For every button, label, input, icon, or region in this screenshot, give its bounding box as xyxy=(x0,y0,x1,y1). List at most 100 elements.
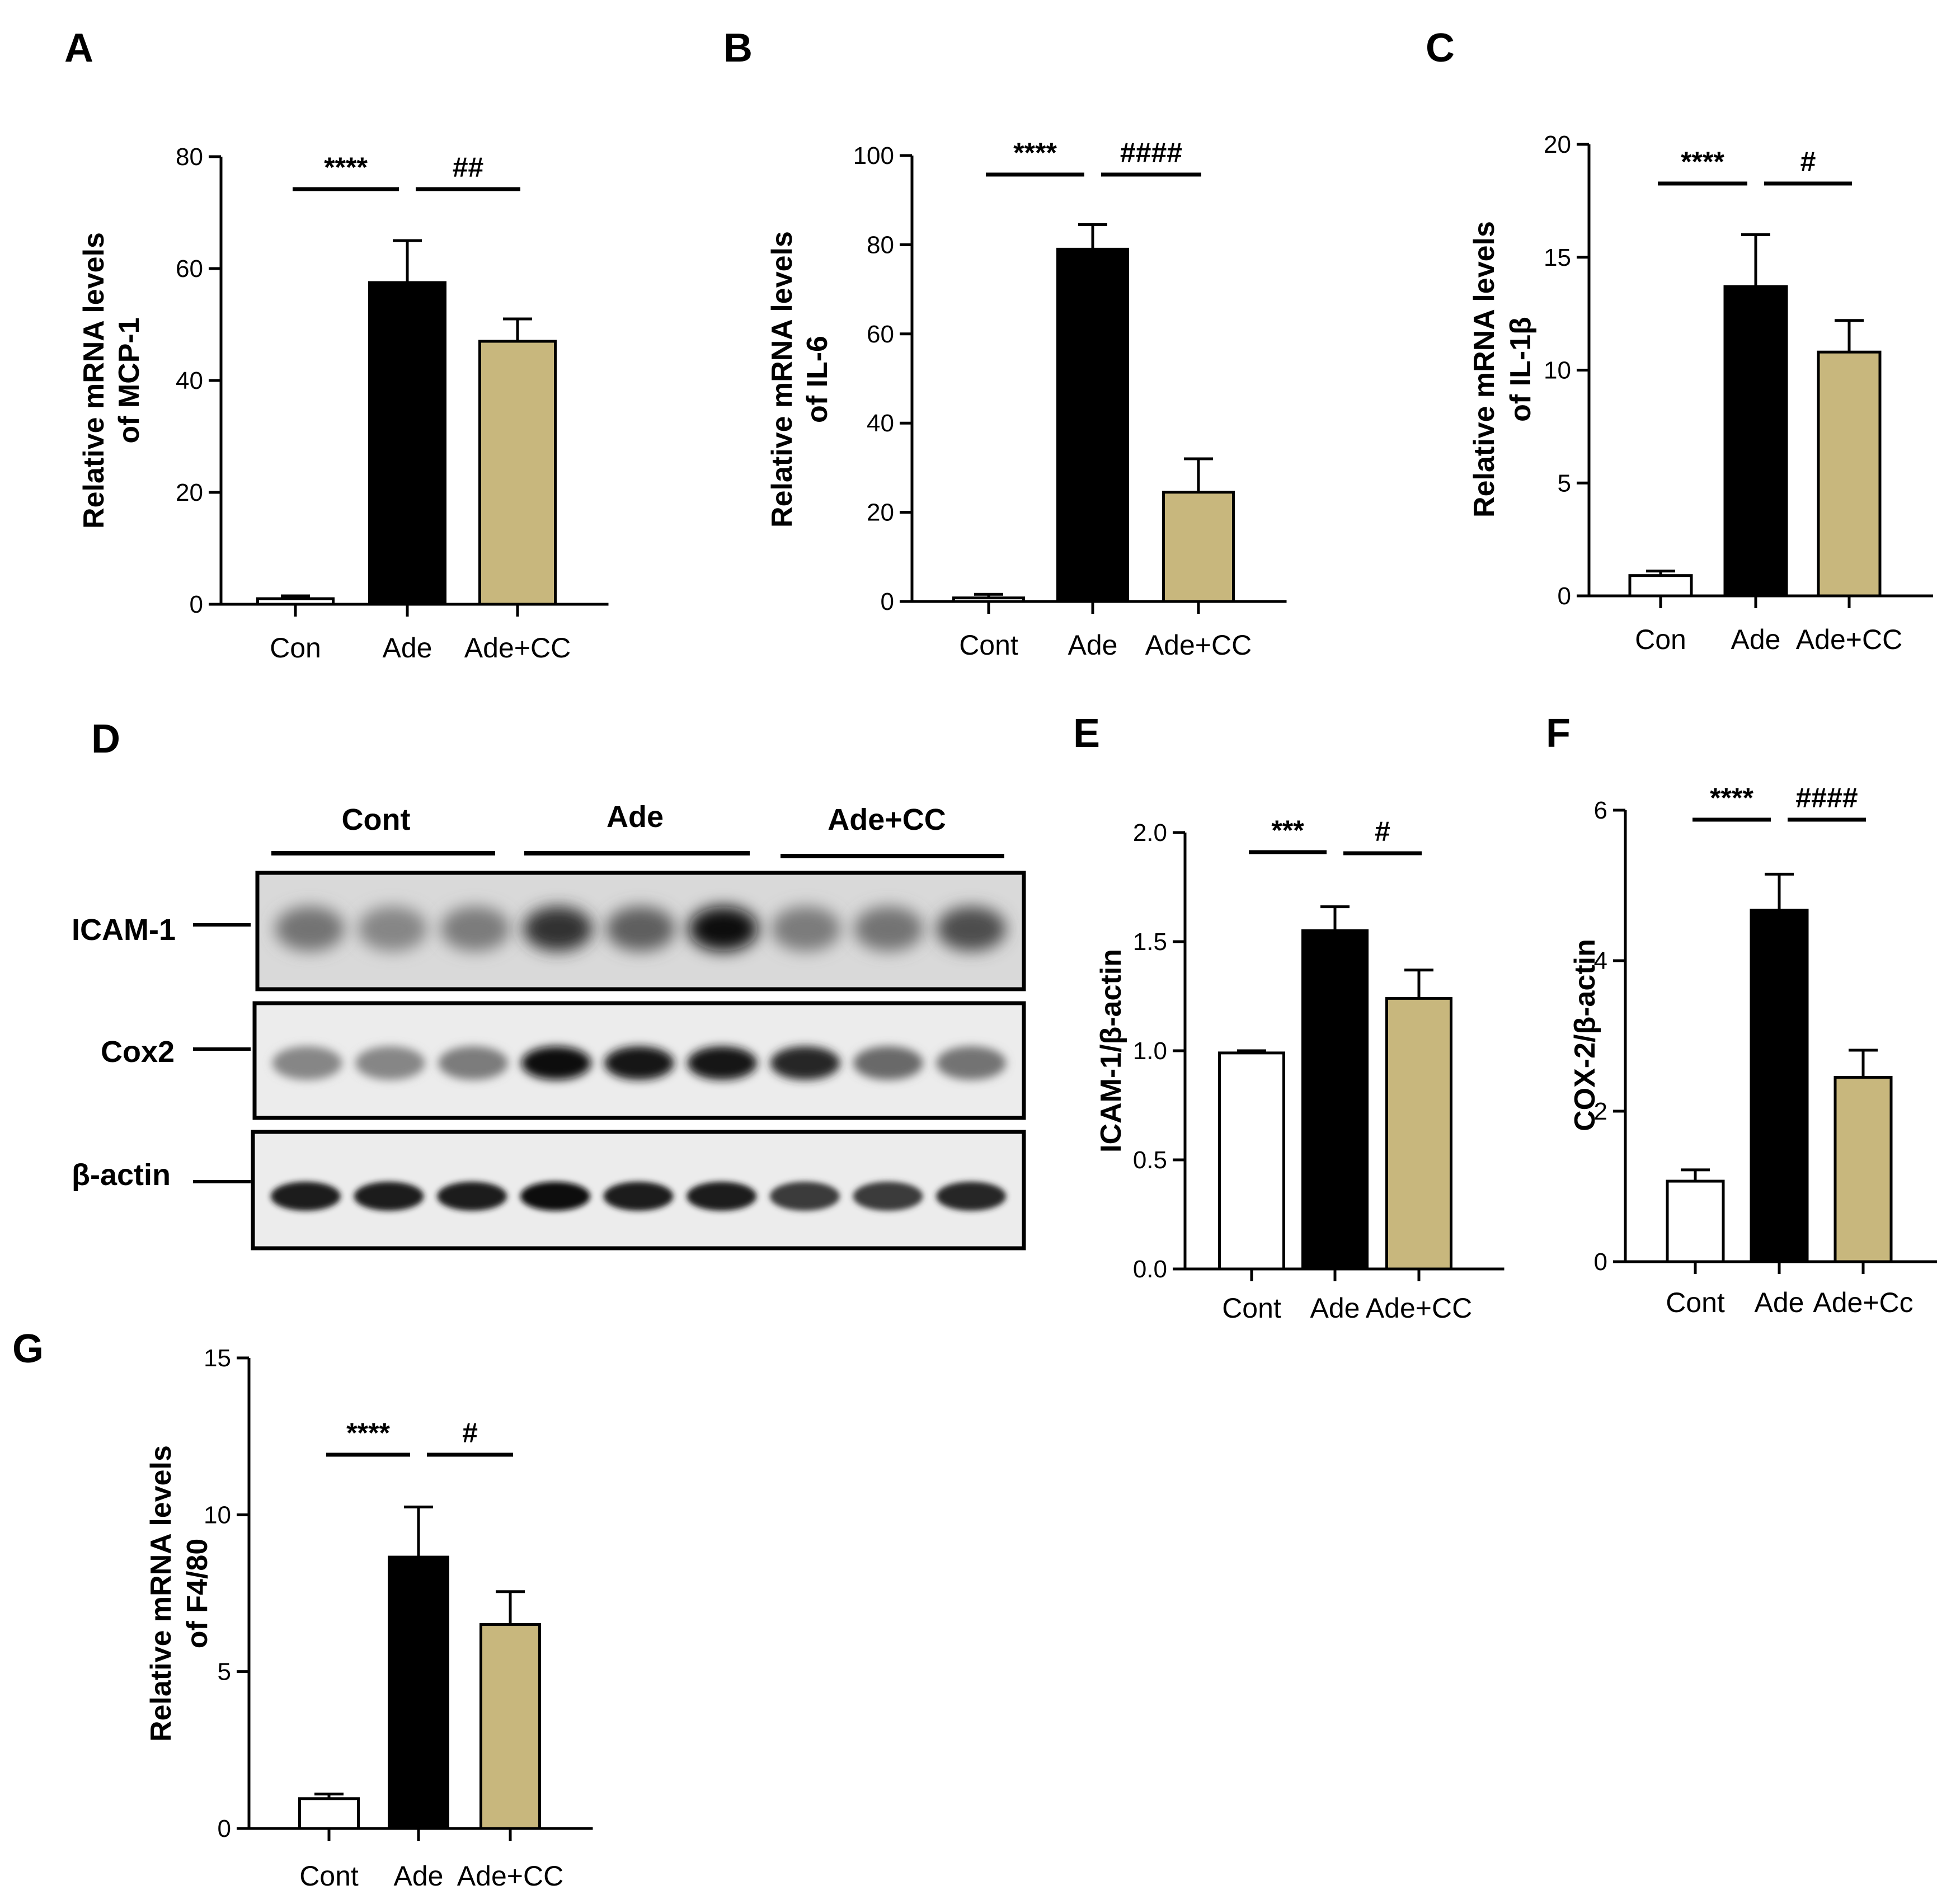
panel-letter-c: C xyxy=(1426,26,1455,70)
blot-band xyxy=(355,1046,425,1080)
bar-b xyxy=(1056,247,1129,603)
y-tick-label-b: 0 xyxy=(881,588,894,615)
blot-band xyxy=(605,906,676,951)
y-axis-title-f: COX-2/β-actin xyxy=(1569,939,1601,1131)
blot-row-label-icam1: ICAM-1 xyxy=(72,913,176,947)
category-label-f: Cont xyxy=(1666,1287,1725,1318)
y-tick-label-b: 60 xyxy=(867,321,894,348)
blot-band xyxy=(769,1182,840,1211)
category-label-c: Con xyxy=(1635,624,1686,655)
blot-band xyxy=(854,906,924,951)
category-label-b: Ade+CC xyxy=(1145,629,1252,661)
category-label-g: Ade+CC xyxy=(457,1860,563,1892)
category-label-c: Ade+CC xyxy=(1796,624,1902,655)
y-tick-label-b: 80 xyxy=(867,231,894,258)
chart-panel-a: 0 20 40 60 80 Con Ade Ade+CC Relative mRNA level… xyxy=(78,143,609,664)
category-label-e: Ade+CC xyxy=(1366,1292,1472,1324)
significance-label-f: #### xyxy=(1795,782,1858,814)
blot-group-label-cont: Cont xyxy=(342,803,411,836)
panel-letter-g: G xyxy=(12,1327,44,1371)
bar-a xyxy=(256,597,335,606)
category-label-b: Ade xyxy=(1068,629,1118,661)
y-axis-title-b: of IL-6 xyxy=(801,336,834,423)
y-tick-label-g: 0 xyxy=(218,1815,231,1842)
chart-panel-g: 0 5 10 15 Cont Ade Ade+CC Relative mRNA levels o… xyxy=(145,1344,593,1892)
blot-band xyxy=(603,1182,674,1211)
blot-band xyxy=(771,906,841,951)
significance-label-f: **** xyxy=(1710,782,1753,814)
blot-band xyxy=(523,906,593,951)
blot-band xyxy=(853,1182,923,1211)
y-tick-label-f: 6 xyxy=(1594,797,1607,824)
y-tick-label-b: 100 xyxy=(853,142,894,170)
y-tick-label-c: 0 xyxy=(1558,582,1571,610)
y-tick-label-b: 20 xyxy=(867,499,894,526)
category-label-a: Ade xyxy=(383,632,432,664)
y-tick-label-a: 80 xyxy=(176,143,203,171)
bar-a xyxy=(368,281,446,606)
panel-letter-a: A xyxy=(64,26,93,70)
y-tick-label-a: 0 xyxy=(190,591,203,618)
blot-band xyxy=(437,1182,507,1211)
significance-label-b: **** xyxy=(1013,137,1057,168)
bar-g xyxy=(479,1623,541,1830)
bar-e xyxy=(1301,929,1369,1271)
blot-band xyxy=(272,1046,342,1080)
significance-label-b: #### xyxy=(1120,137,1182,168)
y-axis-title-g: Relative mRNA levels xyxy=(145,1445,177,1742)
bar-b xyxy=(952,596,1025,603)
y-axis-title-c: Relative mRNA levels xyxy=(1468,221,1501,518)
bar-a xyxy=(478,340,557,606)
blot-band xyxy=(937,906,1007,951)
y-tick-label-f: 4 xyxy=(1594,947,1607,975)
blot-band xyxy=(440,906,510,951)
y-tick-label-g: 5 xyxy=(218,1658,231,1686)
panel-letter-e: E xyxy=(1073,711,1100,756)
blot-row-label-cox2: Cox2 xyxy=(101,1035,175,1069)
blot-band xyxy=(270,1182,341,1211)
y-tick-label-e: 1.0 xyxy=(1133,1037,1167,1065)
blot-group-label-ade: Ade xyxy=(607,800,664,834)
y-tick-label-a: 60 xyxy=(176,255,203,283)
significance-label-g: # xyxy=(462,1417,478,1449)
category-label-e: Cont xyxy=(1222,1292,1281,1324)
bar-b xyxy=(1162,491,1235,603)
y-tick-label-e: 0.5 xyxy=(1133,1146,1167,1174)
blot-band xyxy=(354,1182,424,1211)
blot-group-label-ade-cc: Ade+CC xyxy=(828,803,946,836)
y-tick-label-f: 2 xyxy=(1594,1098,1607,1125)
blot-band xyxy=(687,1046,758,1080)
category-label-b: Cont xyxy=(959,629,1018,661)
y-tick-label-e: 2.0 xyxy=(1133,819,1167,847)
y-axis-title-g: of F4/80 xyxy=(181,1539,214,1649)
chart-panel-b: 0 20 40 60 80 100 Cont Ade Ade+CC Relative mRNA l… xyxy=(766,137,1287,661)
bar-g xyxy=(388,1555,449,1830)
category-label-e: Ade xyxy=(1310,1292,1360,1324)
category-label-c: Ade xyxy=(1731,624,1781,655)
y-tick-label-e: 1.5 xyxy=(1133,928,1167,956)
y-axis-title-a: of MCP-1 xyxy=(113,317,145,443)
significance-label-g: **** xyxy=(346,1417,390,1449)
significance-label-c: **** xyxy=(1681,146,1724,177)
y-tick-label-c: 15 xyxy=(1544,244,1571,271)
significance-label-e: # xyxy=(1375,816,1390,847)
blot-band xyxy=(275,906,345,951)
blot-band xyxy=(604,1046,674,1080)
category-label-f: Ade xyxy=(1755,1287,1804,1318)
blot-band xyxy=(688,906,758,951)
category-label-g: Ade xyxy=(394,1860,444,1892)
panel-letter-b: B xyxy=(723,26,753,70)
bar-f xyxy=(1833,1075,1893,1263)
significance-label-c: # xyxy=(1800,146,1816,177)
bar-c xyxy=(1723,285,1788,598)
blot-band xyxy=(936,1182,1007,1211)
significance-label-a: **** xyxy=(324,152,368,183)
y-tick-label-a: 20 xyxy=(176,479,203,506)
y-tick-label-c: 10 xyxy=(1544,357,1571,384)
bar-e xyxy=(1385,996,1452,1271)
blot-band xyxy=(520,1182,590,1211)
blot-strip-border xyxy=(255,871,1026,991)
blot-band xyxy=(358,906,427,951)
panel-letter-d: D xyxy=(91,717,120,761)
y-tick-label-a: 40 xyxy=(176,367,203,394)
